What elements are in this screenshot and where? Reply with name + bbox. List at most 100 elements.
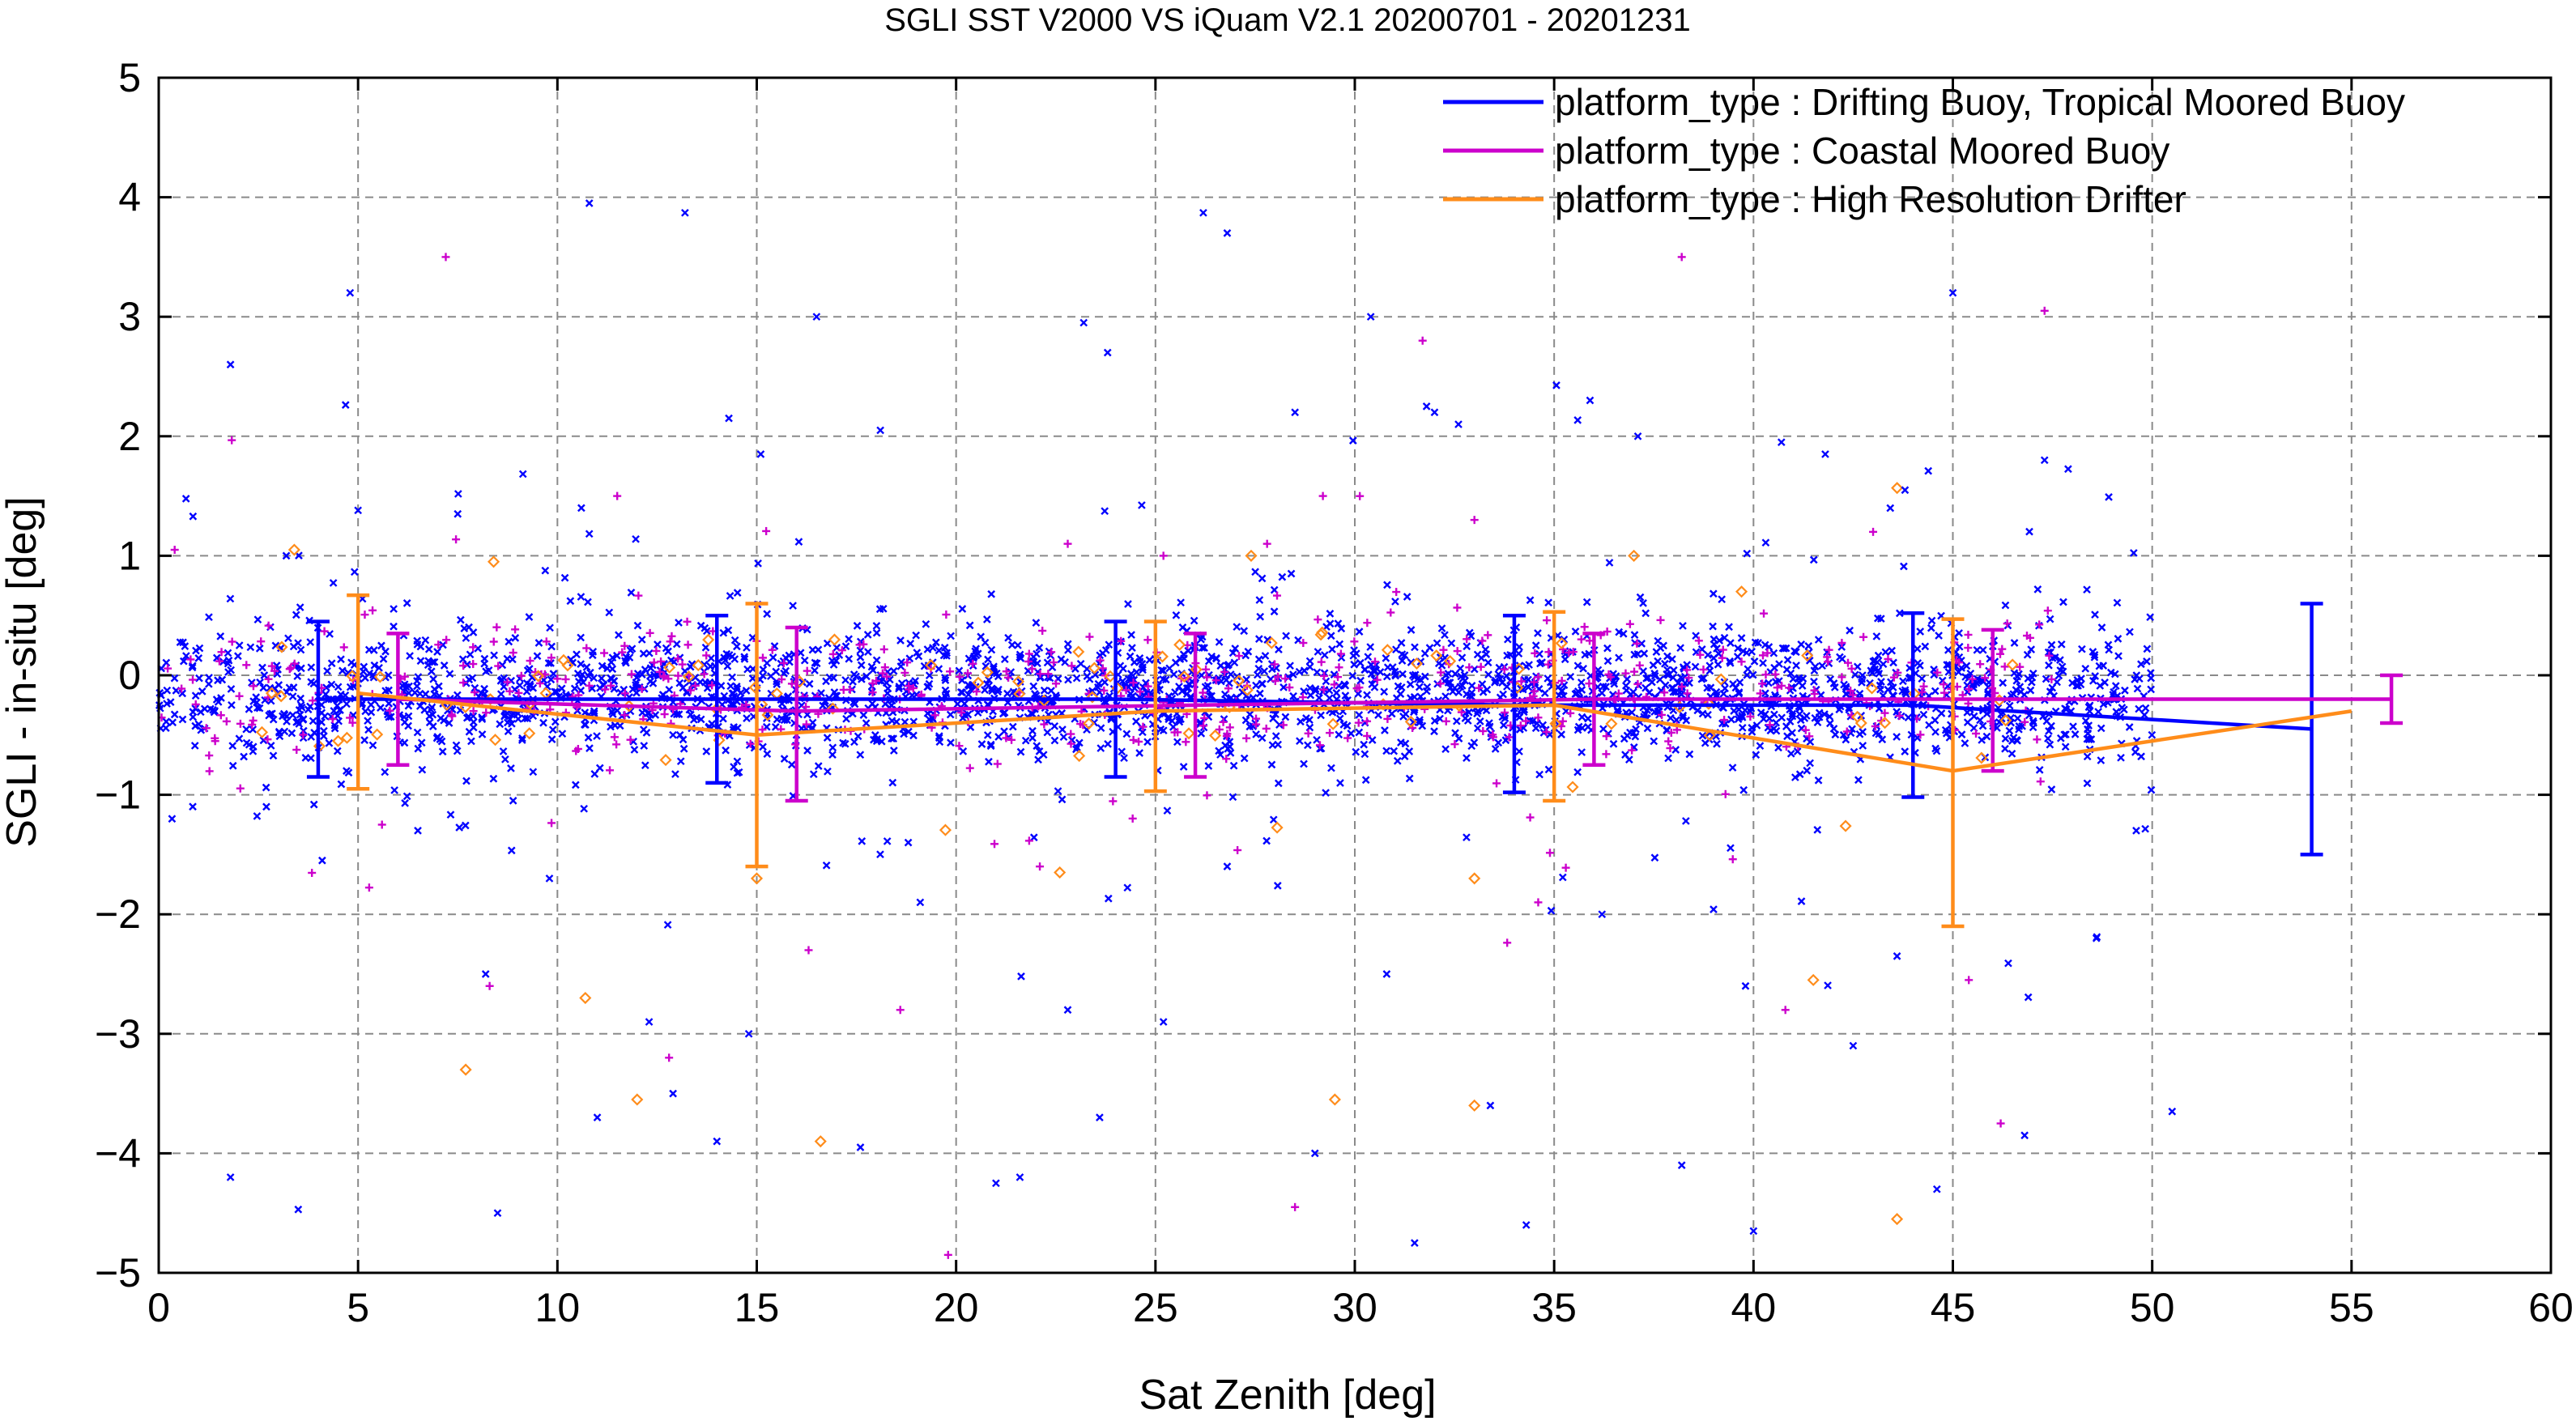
drifting-buoy-tropical-moored-buoy-point-stroke: [1073, 743, 1081, 751]
drifting-buoy-tropical-moored-buoy-point: [1058, 795, 1067, 804]
drifting-buoy-tropical-moored-buoy-point: [1491, 745, 1500, 753]
drifting-buoy-tropical-moored-buoy-point: [1008, 722, 1017, 731]
drifting-buoy-tropical-moored-buoy-point-stroke: [814, 645, 823, 654]
drifting-buoy-tropical-moored-buoy-point: [1366, 643, 1375, 651]
drifting-buoy-tropical-moored-buoy-point-stroke: [814, 762, 823, 771]
drifting-buoy-tropical-moored-buoy-point-stroke: [1759, 715, 1768, 723]
drifting-buoy-tropical-moored-buoy-point-stroke: [691, 673, 700, 682]
drifting-buoy-tropical-moored-buoy-point-stroke: [1463, 642, 1471, 651]
drifting-buoy-tropical-moored-buoy-point-stroke: [769, 653, 777, 662]
drifting-buoy-tropical-moored-buoy-point: [1163, 806, 1172, 815]
drifting-buoy-tropical-moored-buoy-point: [1955, 642, 1964, 651]
drifting-buoy-tropical-moored-buoy-point-stroke: [341, 401, 350, 409]
drifting-buoy-tropical-moored-buoy-point-stroke: [1771, 678, 1780, 686]
drifting-buoy-tropical-moored-buoy-point-stroke: [637, 636, 646, 644]
drifting-buoy-tropical-moored-buoy-point-stroke: [1482, 706, 1491, 715]
drifting-buoy-tropical-moored-buoy-point: [1727, 844, 1735, 853]
drifting-buoy-tropical-moored-buoy-point-stroke: [1803, 766, 1812, 775]
drifting-buoy-tropical-moored-buoy-point: [696, 621, 705, 630]
drifting-buoy-tropical-moored-buoy-point-stroke: [1709, 589, 1718, 598]
drifting-buoy-tropical-moored-buoy-point: [361, 707, 370, 716]
drifting-buoy-tropical-moored-buoy-point-stroke: [539, 676, 548, 684]
drifting-buoy-tropical-moored-buoy-point-stroke: [1709, 622, 1717, 631]
drifting-buoy-tropical-moored-buoy-point-stroke: [1798, 682, 1807, 690]
drifting-buoy-tropical-moored-buoy-point: [740, 653, 748, 662]
drifting-buoy-tropical-moored-buoy-point-stroke: [2026, 686, 2035, 695]
drifting-buoy-tropical-moored-buoy-point-stroke: [856, 646, 865, 655]
drifting-buoy-tropical-moored-buoy-point-stroke: [1743, 670, 1752, 679]
drifting-buoy-tropical-moored-buoy-point: [1139, 666, 1147, 674]
drifting-buoy-tropical-moored-buoy-point: [1743, 670, 1752, 679]
drifting-buoy-tropical-moored-buoy-point-stroke: [1993, 724, 2001, 732]
drifting-buoy-tropical-moored-buoy-point: [1788, 729, 1796, 737]
drifting-buoy-tropical-moored-buoy-point: [1709, 622, 1717, 631]
drifting-buoy-tropical-moored-buoy-point: [1382, 672, 1391, 681]
drifting-buoy-tropical-moored-buoy-point: [1482, 706, 1491, 715]
drifting-buoy-tropical-moored-buoy-point: [338, 666, 347, 675]
drifting-buoy-tropical-moored-buoy-point-stroke: [958, 605, 967, 613]
drifting-buoy-tropical-moored-buoy-point: [958, 605, 967, 613]
drifting-buoy-tropical-moored-buoy-point: [965, 621, 974, 630]
drifting-buoy-tropical-moored-buoy-point: [981, 638, 990, 647]
drifting-buoy-tropical-moored-buoy-point: [994, 685, 1003, 694]
drifting-buoy-tropical-moored-buoy-point-stroke: [309, 800, 318, 809]
drifting-buoy-tropical-moored-buoy-point: [1854, 776, 1863, 785]
drifting-buoy-tropical-moored-buoy-point-stroke: [1177, 687, 1186, 696]
drifting-buoy-tropical-moored-buoy-point-stroke: [1040, 686, 1049, 695]
drifting-buoy-tropical-moored-buoy-point: [858, 837, 866, 845]
drifting-buoy-tropical-moored-buoy-point-stroke: [598, 662, 607, 670]
drifting-buoy-tropical-moored-buoy-point: [2114, 635, 2123, 643]
drifting-buoy-tropical-moored-buoy-point: [344, 669, 352, 677]
drifting-buoy-tropical-moored-buoy-point-stroke: [478, 713, 486, 721]
drifting-buoy-tropical-moored-buoy-point-stroke: [338, 666, 347, 675]
drifting-buoy-tropical-moored-buoy-point: [1499, 721, 1508, 730]
drifting-buoy-tropical-moored-buoy-point-stroke: [608, 653, 617, 662]
drifting-buoy-tropical-moored-buoy-point-stroke: [1566, 672, 1575, 681]
drifting-buoy-tropical-moored-buoy-point: [1756, 742, 1765, 751]
drifting-buoy-tropical-moored-buoy-point: [610, 684, 619, 693]
drifting-buoy-tropical-moored-buoy-point: [1064, 675, 1072, 684]
drifting-buoy-tropical-moored-buoy-point-stroke: [590, 707, 598, 716]
drifting-buoy-tropical-moored-buoy-point: [1000, 655, 1009, 664]
drifting-buoy-tropical-moored-buoy-point-stroke: [663, 921, 672, 930]
drifting-buoy-tropical-moored-buoy-point: [1783, 732, 1791, 741]
drifting-buoy-tropical-moored-buoy-point: [253, 812, 262, 820]
drifting-buoy-tropical-moored-buoy-point: [2033, 585, 2042, 594]
drifting-buoy-tropical-moored-buoy-point-stroke: [1518, 685, 1527, 694]
drifting-buoy-tropical-moored-buoy-point-stroke: [1355, 728, 1364, 737]
drifting-buoy-tropical-moored-buoy-point: [2097, 724, 2106, 733]
drifting-buoy-tropical-moored-buoy-point-stroke: [1008, 722, 1017, 731]
drifting-buoy-tropical-moored-buoy-point: [1197, 730, 1206, 738]
drifting-buoy-tropical-moored-buoy-point: [947, 632, 955, 640]
drifting-buoy-tropical-moored-buoy-point: [2045, 661, 2053, 670]
drifting-buoy-tropical-moored-buoy-point-stroke: [1300, 759, 1308, 768]
drifting-buoy-tropical-moored-buoy-point-stroke: [1641, 609, 1650, 618]
drifting-buoy-tropical-moored-buoy-point-stroke: [2068, 679, 2076, 687]
drifting-buoy-tropical-moored-buoy-point-stroke: [2083, 779, 2092, 788]
drifting-buoy-tropical-moored-buoy-point-stroke: [333, 747, 342, 755]
drifting-buoy-tropical-moored-buoy-point-stroke: [546, 623, 554, 632]
drifting-buoy-tropical-moored-buoy-point-stroke: [1409, 718, 1418, 726]
drifting-buoy-tropical-moored-buoy-point-stroke: [178, 715, 187, 724]
drifting-buoy-tropical-moored-buoy-point-stroke: [1937, 611, 1945, 620]
drifting-buoy-tropical-moored-buoy-point: [478, 713, 486, 721]
drifting-buoy-tropical-moored-buoy-point: [1720, 633, 1729, 642]
drifting-buoy-tropical-moored-buoy-point: [2001, 744, 2009, 753]
drifting-buoy-tropical-moored-buoy-point: [461, 821, 470, 830]
drifting-buoy-tropical-moored-buoy-point-stroke: [1654, 636, 1663, 645]
drifting-buoy-tropical-moored-buoy-point-stroke: [1664, 754, 1672, 763]
drifting-buoy-tropical-moored-buoy-point-stroke: [1335, 640, 1344, 649]
drifting-buoy-tropical-moored-buoy-point-stroke: [1304, 741, 1312, 750]
drifting-buoy-tropical-moored-buoy-point: [1381, 726, 1389, 734]
drifting-buoy-tropical-moored-buoy-point: [809, 770, 818, 779]
drifting-buoy-tropical-moored-buoy-point-stroke: [1499, 721, 1508, 730]
drifting-buoy-tropical-moored-buoy-point-stroke: [330, 724, 339, 733]
drifting-buoy-tropical-moored-buoy-point-stroke: [1366, 643, 1375, 651]
drifting-buoy-tropical-moored-buoy-point: [1139, 683, 1147, 691]
drifting-buoy-tropical-moored-buoy-point-stroke: [1485, 719, 1493, 727]
drifting-buoy-tropical-moored-buoy-point: [675, 679, 684, 687]
drifting-buoy-tropical-moored-buoy-point-stroke: [2001, 744, 2009, 753]
drifting-buoy-tropical-moored-buoy-point-stroke: [985, 675, 993, 684]
drifting-buoy-tropical-moored-buoy-point-stroke: [1484, 658, 1492, 667]
chart-title: SGLI SST V2000 VS iQuam V2.1 20200701 - …: [884, 2, 1691, 38]
